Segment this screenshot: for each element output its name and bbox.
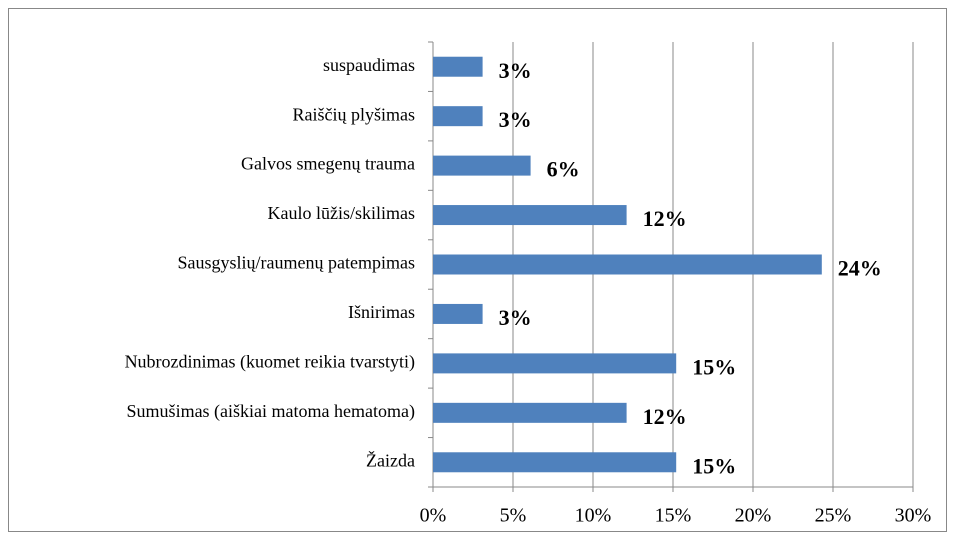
- bar: [433, 56, 483, 77]
- value-label: 3%: [499, 107, 532, 132]
- bar: [433, 106, 483, 127]
- bar: [433, 205, 627, 226]
- x-tick-label: 10%: [575, 505, 612, 527]
- x-tick-label: 25%: [815, 505, 852, 527]
- value-label: 6%: [547, 157, 580, 182]
- bar: [433, 254, 822, 275]
- y-tick-label: Galvos smegenų trauma: [241, 154, 415, 174]
- value-label: 24%: [838, 256, 882, 281]
- y-tick-label: Žaizda: [366, 449, 415, 470]
- x-tick-label: 15%: [655, 505, 692, 527]
- y-tick-label: Išnirimas: [348, 302, 415, 322]
- bar: [433, 303, 483, 324]
- value-label: 15%: [692, 453, 736, 478]
- y-tick-label: Sumušimas (aiškiai matoma hematoma): [127, 401, 415, 422]
- bar: [433, 452, 677, 473]
- value-label: 3%: [499, 305, 532, 330]
- x-tick-label: 20%: [735, 505, 772, 527]
- bar: [433, 155, 531, 176]
- y-tick-label: Kaulo lūžis/skilimas: [268, 203, 416, 223]
- bar: [433, 353, 677, 374]
- value-label: 15%: [692, 354, 736, 379]
- value-label: 12%: [643, 206, 687, 231]
- value-label: 12%: [643, 404, 687, 429]
- x-tick-label: 5%: [500, 505, 527, 527]
- x-tick-label: 30%: [895, 505, 932, 527]
- y-tick-label: suspaudimas: [323, 55, 415, 75]
- y-tick-label: Sausgyslių/raumenų patempimas: [178, 253, 415, 273]
- x-tick-label: 0%: [420, 505, 447, 527]
- value-label: 3%: [499, 58, 532, 83]
- y-tick-label: Raiščių plyšimas: [293, 104, 416, 124]
- y-tick-label: Nubrozdinimas (kuomet reikia tvarstyti): [125, 352, 415, 373]
- bar: [433, 402, 627, 423]
